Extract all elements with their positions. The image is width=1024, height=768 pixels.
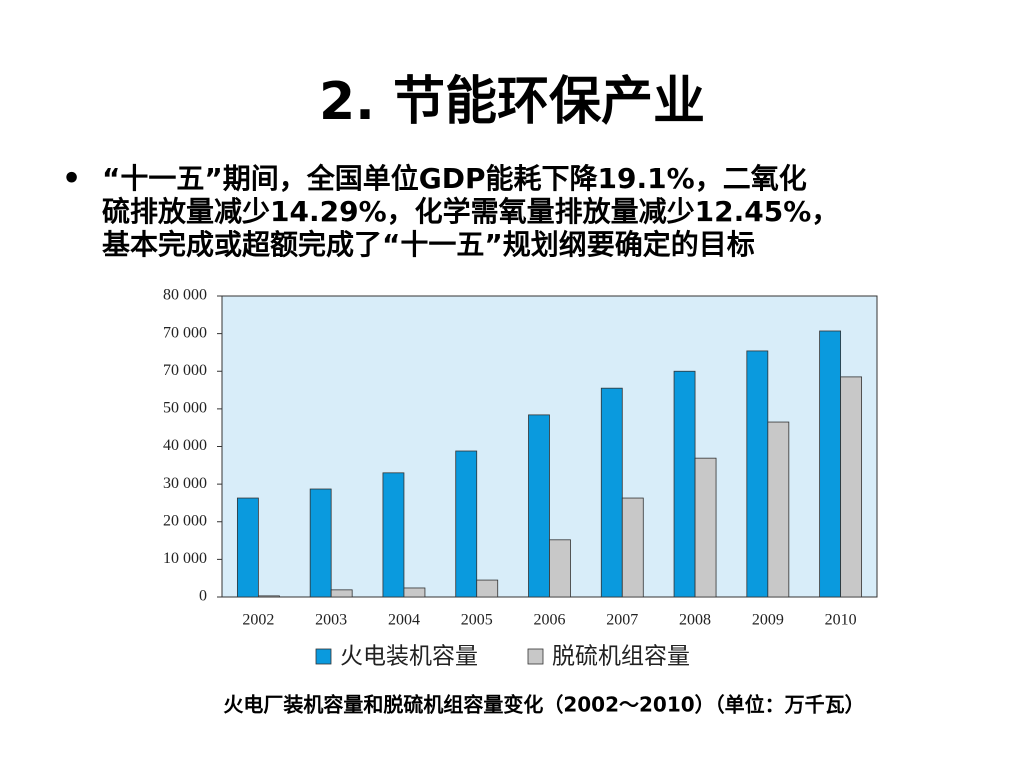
- bar: [476, 579, 499, 598]
- y-tick-label: 70 000: [163, 362, 207, 379]
- legend-swatch: [527, 648, 544, 665]
- bar: [673, 370, 696, 598]
- bullet-line: “十一五”期间，全国单位GDP能耗下降19.1%，二氧化: [102, 162, 807, 195]
- bar: [621, 497, 644, 598]
- legend-label: 火电装机容量: [340, 644, 478, 670]
- x-tick-label: 2003: [315, 612, 347, 629]
- chart-caption: 火电厂装机容量和脱硫机组容量变化（2002～2010）（单位：万千瓦）: [223, 693, 864, 717]
- bullet-line: 硫排放量减少14.29%，化学需氧量排放量减少12.45%，: [102, 195, 839, 228]
- bar: [767, 421, 790, 598]
- bar: [330, 589, 353, 598]
- y-tick-label: 30 000: [163, 475, 207, 492]
- bullet-dot: •: [62, 162, 81, 197]
- bar: [600, 387, 623, 598]
- bar: [549, 539, 571, 598]
- bar: [309, 488, 332, 598]
- y-tick-label: 40 000: [163, 437, 207, 454]
- bar: [403, 587, 426, 598]
- bar: [746, 350, 769, 598]
- x-tick-label: 2007: [606, 612, 638, 629]
- bar: [257, 595, 280, 598]
- x-tick-label: 2002: [242, 612, 274, 629]
- bar: [819, 330, 842, 598]
- y-tick-label: 10 000: [163, 550, 207, 567]
- legend-swatch: [315, 648, 332, 665]
- x-tick-label: 2008: [679, 612, 711, 629]
- y-tick-label: 20 000: [163, 512, 207, 529]
- bar: [455, 450, 478, 598]
- x-tick-label: 2006: [534, 612, 566, 629]
- slide-title: 2. 节能环保产业: [319, 72, 705, 132]
- x-tick-label: 2005: [461, 612, 493, 629]
- y-tick-label: 70 000: [163, 324, 207, 341]
- bar: [382, 472, 405, 598]
- bar: [236, 497, 259, 598]
- x-tick-label: 2004: [388, 612, 420, 629]
- bar: [528, 414, 550, 598]
- x-tick-label: 2009: [752, 612, 784, 629]
- y-tick-label: 0: [199, 588, 207, 605]
- x-tick-label: 2010: [825, 612, 857, 629]
- bar: [840, 376, 863, 598]
- y-tick-label: 80 000: [163, 287, 207, 304]
- bar: [694, 457, 717, 598]
- legend-label: 脱硫机组容量: [552, 644, 690, 670]
- bullet-line: 基本完成或超额完成了“十一五”规划纲要确定的目标: [102, 228, 755, 261]
- y-tick-label: 50 000: [163, 400, 207, 417]
